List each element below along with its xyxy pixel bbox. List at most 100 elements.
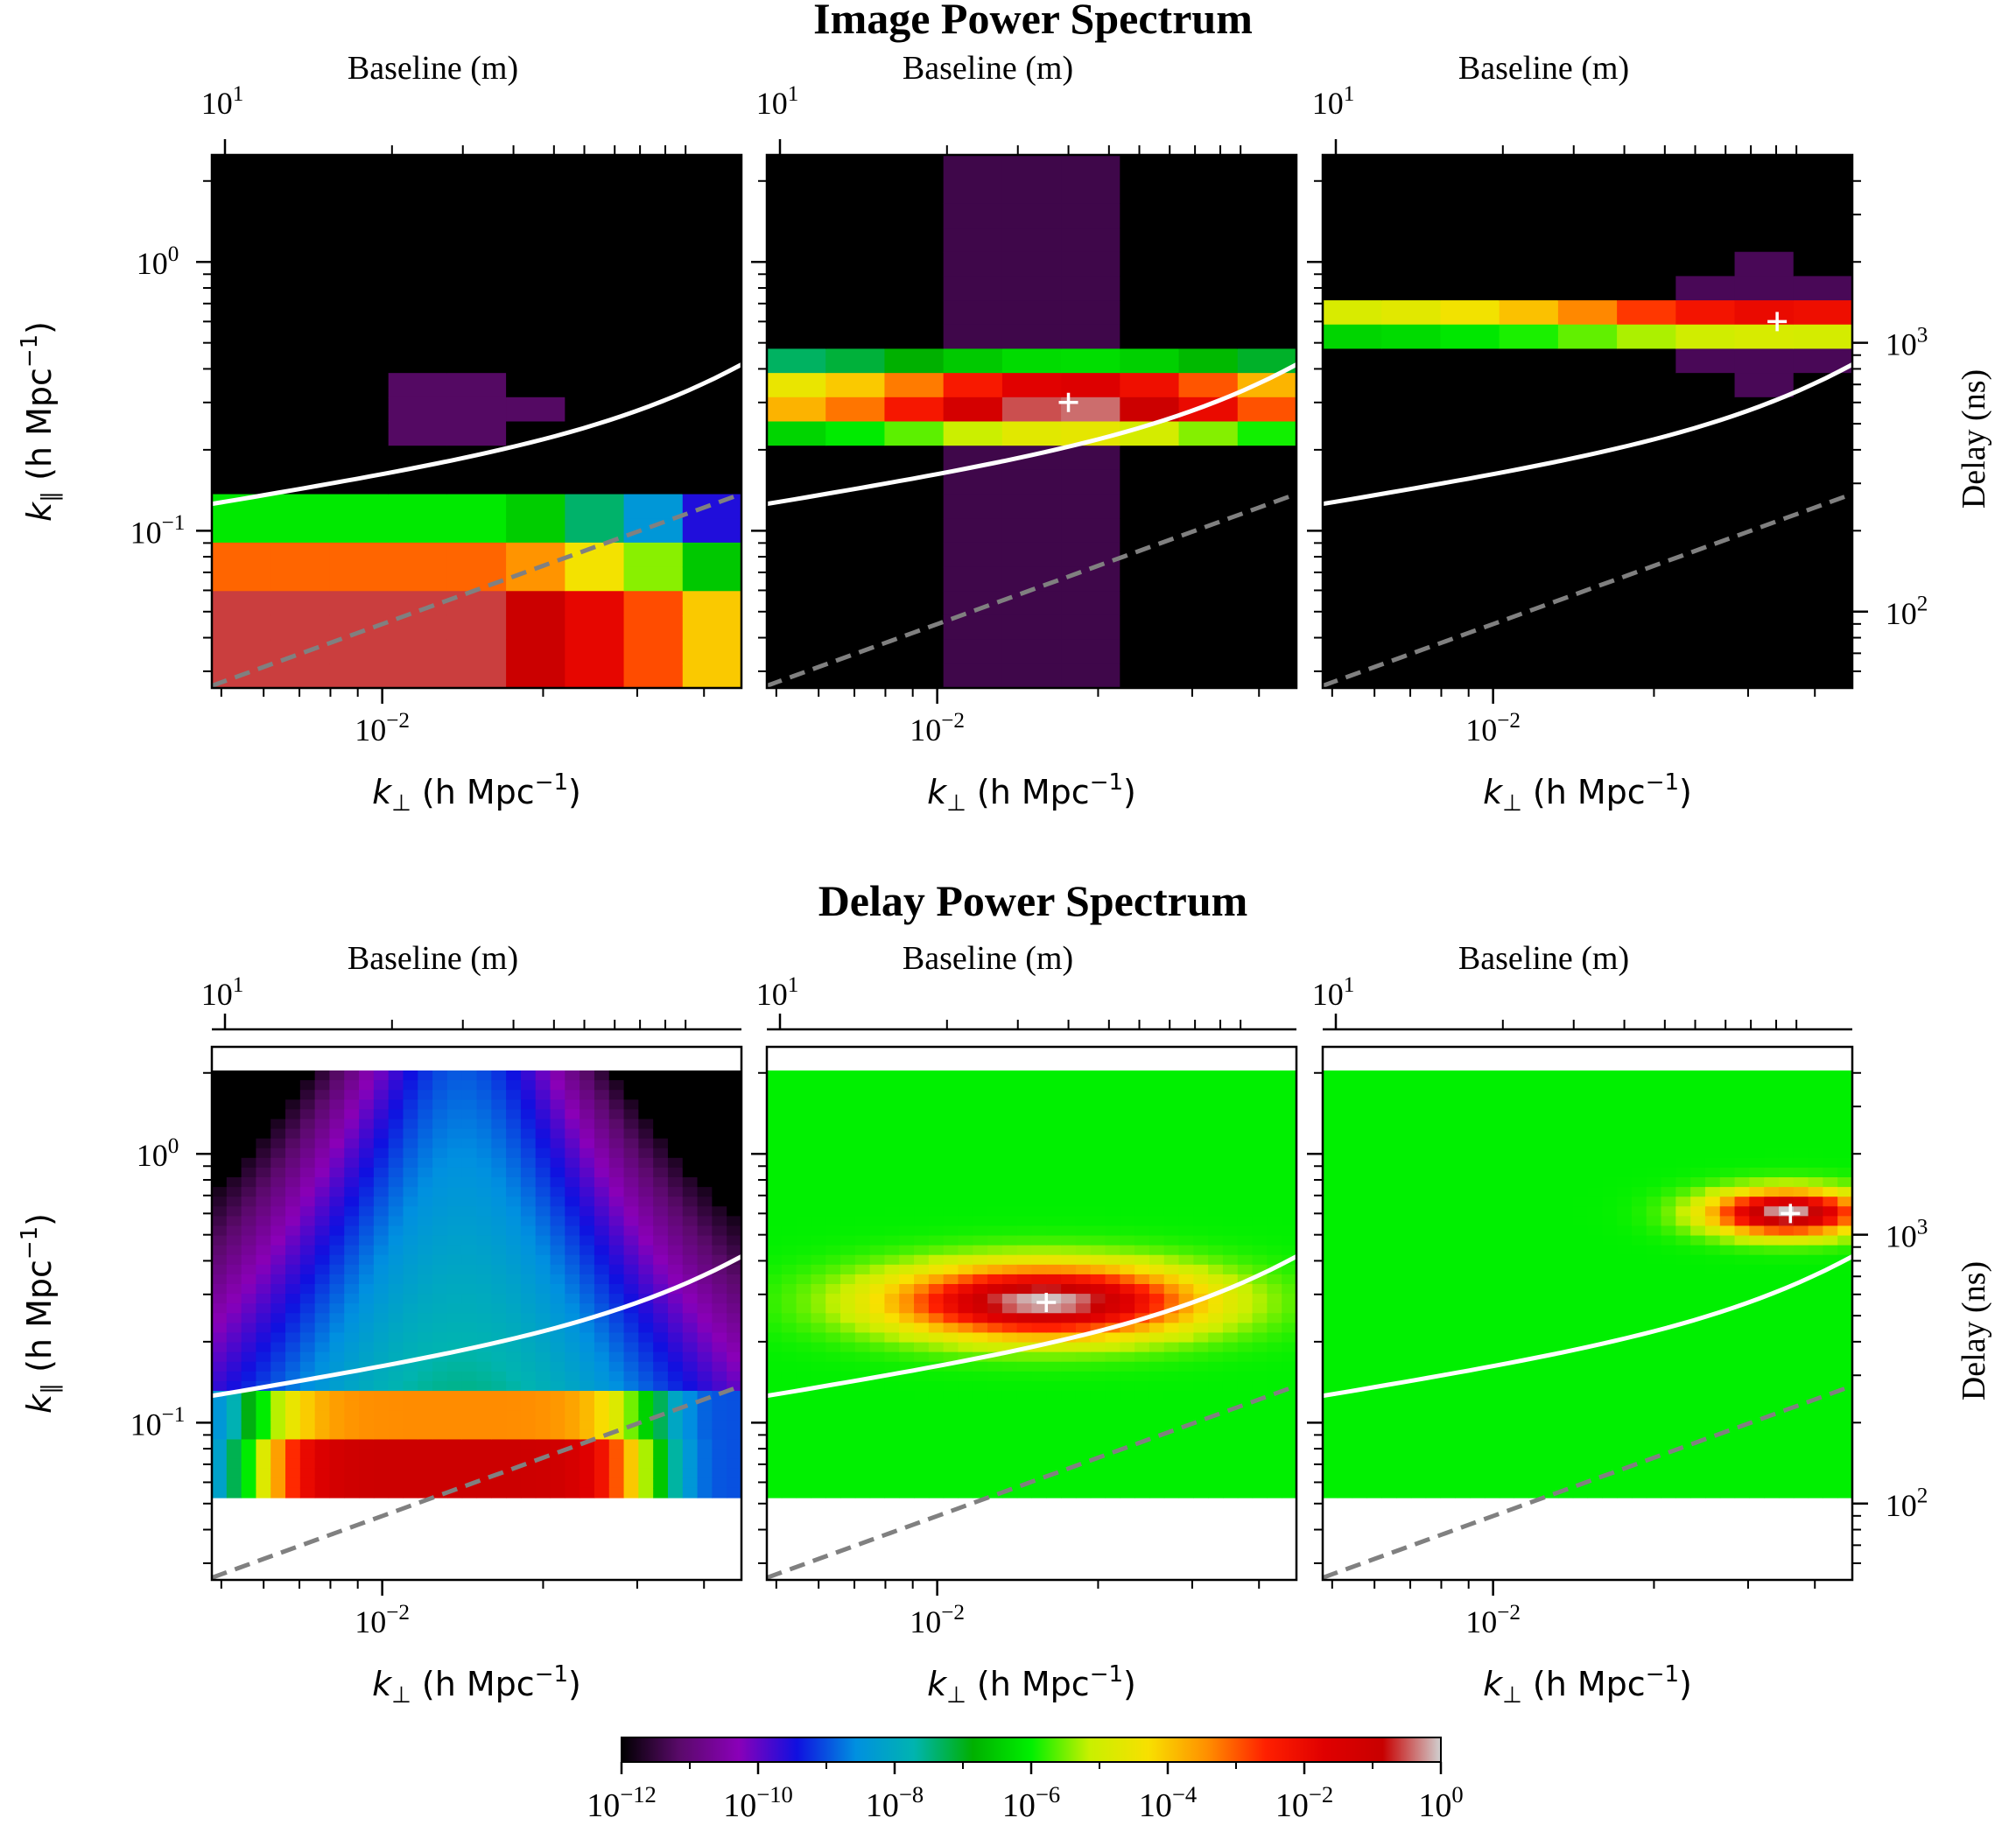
heatmap-cell (884, 1400, 900, 1411)
heatmap-cell (1528, 1313, 1544, 1323)
baseline-axis-label: Baseline (m) (1458, 50, 1629, 87)
heatmap-cell (712, 1351, 727, 1363)
heatmap-cell (1090, 1070, 1106, 1081)
heatmap-cell (256, 1313, 271, 1323)
heatmap-cell (373, 1380, 390, 1392)
heatmap-cell (1602, 1342, 1618, 1353)
heatmap-cell (1455, 1284, 1471, 1295)
heatmap-cell (1396, 1090, 1412, 1100)
heatmap-cell (1381, 1264, 1397, 1275)
heatmap-cell (1323, 1429, 1338, 1441)
heatmap-cell (1163, 1070, 1180, 1081)
heatmap-cell (1163, 1157, 1180, 1169)
heatmap-cell (1455, 1380, 1471, 1392)
heatmap-cell (712, 1099, 727, 1110)
heatmap-cell (1602, 1420, 1618, 1430)
heatmap-cell (667, 1380, 684, 1392)
heatmap-cell (388, 1284, 404, 1295)
heatmap-cell (608, 1313, 625, 1323)
heatmap-cell (1208, 1478, 1224, 1489)
heatmap-cell (825, 1361, 841, 1372)
heatmap-cell (608, 1351, 625, 1363)
heatmap-cell (1631, 1099, 1647, 1110)
heatmap-cell (1222, 1487, 1239, 1499)
heatmap-cell (476, 1235, 492, 1246)
heatmap-cell (1193, 1187, 1209, 1197)
heatmap-cell (594, 1410, 610, 1421)
heatmap-cell (653, 1138, 669, 1149)
heatmap-cell (1557, 397, 1618, 423)
heatmap-cell (1514, 1167, 1529, 1178)
heatmap-cell (1061, 251, 1120, 277)
heatmap-cell (840, 1303, 856, 1314)
heatmap-cell (1337, 1332, 1353, 1344)
heatmap-cell (987, 1342, 1003, 1353)
heatmap-cell (285, 1148, 301, 1159)
heatmap-cell (1793, 542, 1852, 568)
delay-tick-label: 102 (1886, 593, 1928, 631)
heatmap-cell (329, 1274, 345, 1285)
heatmap-cell (869, 1167, 886, 1178)
heatmap-cell (388, 1380, 404, 1392)
heatmap-cell (1514, 1294, 1529, 1304)
heatmap-cell (1323, 1080, 1338, 1091)
heatmap-cell (1001, 1245, 1018, 1256)
heatmap-cell (1470, 1303, 1486, 1314)
heatmap-cell (344, 1187, 360, 1197)
heatmap-cell (388, 1235, 404, 1246)
heatmap-cell (1617, 639, 1676, 664)
heatmap-cell (1193, 1080, 1209, 1091)
heatmap-cell (329, 1225, 345, 1237)
heatmap-cell (285, 1109, 301, 1120)
heatmap-cell (1222, 1119, 1239, 1130)
heatmap-cell (973, 1109, 988, 1120)
heatmap-cell (1499, 591, 1559, 616)
heatmap-cell (212, 1323, 228, 1334)
heatmap-cell (270, 1420, 286, 1430)
heatmap-cell (594, 1478, 610, 1489)
heatmap-cell (446, 1380, 463, 1392)
heatmap-cell (825, 1313, 841, 1323)
heatmap-cell (943, 421, 1003, 446)
heatmap-cell (1163, 1235, 1180, 1246)
heatmap-cell (1105, 1138, 1120, 1149)
heatmap-cell (1617, 591, 1676, 616)
heatmap-cell (682, 1439, 699, 1450)
heatmap-cell (1120, 591, 1180, 616)
heatmap-cell (928, 1128, 945, 1140)
heatmap-cell (461, 1468, 478, 1479)
heatmap-cell (973, 1235, 988, 1246)
heatmap-cell (1455, 1420, 1471, 1430)
heatmap-cell (854, 1206, 871, 1217)
heatmap-cell (914, 1284, 930, 1295)
heatmap-cell (884, 1148, 900, 1159)
heatmap-cell (1440, 324, 1500, 350)
heatmap-cell (1425, 1478, 1442, 1489)
heatmap-cell (1557, 1187, 1574, 1197)
heatmap-cell (476, 1294, 492, 1304)
heatmap-cell (1587, 1410, 1603, 1421)
heatmap-cell (212, 1274, 228, 1285)
heatmap-cell (811, 1478, 826, 1489)
heatmap-cell (958, 1458, 973, 1470)
heatmap-cell (594, 1080, 610, 1091)
heatmap-cell (476, 1206, 492, 1217)
heatmap-cell (1352, 1294, 1368, 1304)
heatmap-cell (1793, 179, 1852, 204)
heatmap-cell (1105, 1332, 1120, 1344)
heatmap-cell (329, 373, 390, 398)
heatmap-cell (373, 1274, 390, 1285)
heatmap-cell (1120, 1099, 1135, 1110)
heatmap-cell (727, 1109, 741, 1120)
heatmap-cell (476, 1080, 492, 1091)
heatmap-cell (594, 1420, 610, 1430)
heatmap-cell (1528, 1274, 1544, 1285)
heatmap-cell (767, 397, 826, 423)
heatmap-cell (854, 1148, 871, 1159)
heatmap-cell (550, 1080, 565, 1091)
heatmap-cell (653, 1487, 669, 1499)
heatmap-cell (914, 1342, 930, 1353)
heatmap-cell (943, 1148, 959, 1159)
heatmap-cell (491, 1080, 507, 1091)
